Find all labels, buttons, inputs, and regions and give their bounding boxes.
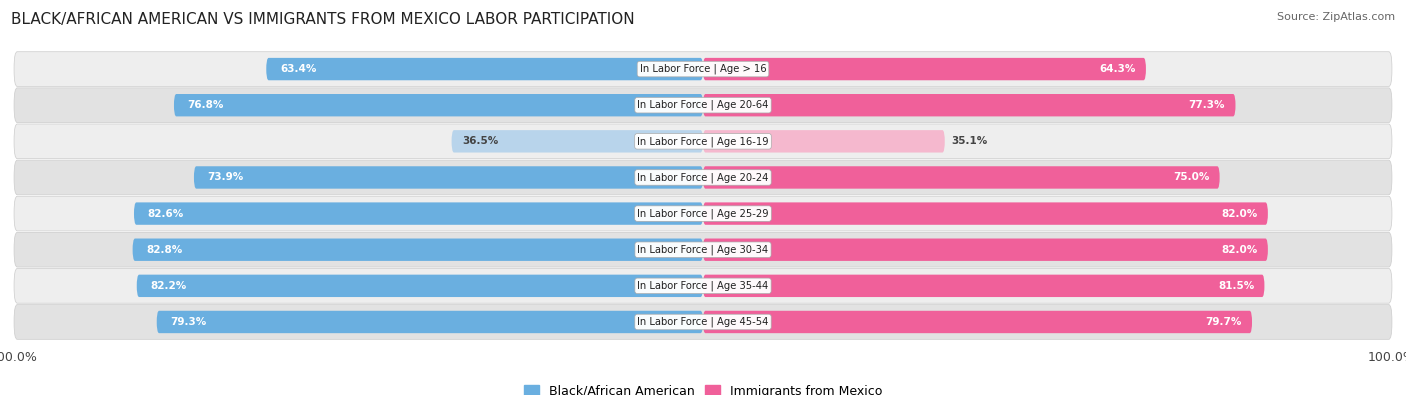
FancyBboxPatch shape <box>14 88 1392 122</box>
Text: In Labor Force | Age 25-29: In Labor Force | Age 25-29 <box>637 208 769 219</box>
Text: 81.5%: 81.5% <box>1218 281 1254 291</box>
Text: 35.1%: 35.1% <box>952 136 988 146</box>
FancyBboxPatch shape <box>194 166 703 189</box>
FancyBboxPatch shape <box>134 202 703 225</box>
FancyBboxPatch shape <box>14 52 1392 87</box>
FancyBboxPatch shape <box>14 269 1392 303</box>
Text: 36.5%: 36.5% <box>463 136 498 146</box>
FancyBboxPatch shape <box>132 239 703 261</box>
FancyBboxPatch shape <box>703 202 1268 225</box>
FancyBboxPatch shape <box>14 160 1392 195</box>
Text: 82.6%: 82.6% <box>148 209 184 218</box>
Text: 82.8%: 82.8% <box>146 245 183 255</box>
Text: 63.4%: 63.4% <box>280 64 316 74</box>
FancyBboxPatch shape <box>14 196 1392 231</box>
Text: 76.8%: 76.8% <box>187 100 224 110</box>
Text: In Labor Force | Age > 16: In Labor Force | Age > 16 <box>640 64 766 74</box>
Text: In Labor Force | Age 20-24: In Labor Force | Age 20-24 <box>637 172 769 183</box>
Text: 73.9%: 73.9% <box>208 173 243 182</box>
Text: In Labor Force | Age 45-54: In Labor Force | Age 45-54 <box>637 317 769 327</box>
Text: In Labor Force | Age 35-44: In Labor Force | Age 35-44 <box>637 280 769 291</box>
FancyBboxPatch shape <box>174 94 703 117</box>
FancyBboxPatch shape <box>703 275 1264 297</box>
Legend: Black/African American, Immigrants from Mexico: Black/African American, Immigrants from … <box>519 380 887 395</box>
FancyBboxPatch shape <box>14 232 1392 267</box>
Text: In Labor Force | Age 16-19: In Labor Force | Age 16-19 <box>637 136 769 147</box>
FancyBboxPatch shape <box>703 130 945 152</box>
Text: 82.2%: 82.2% <box>150 281 187 291</box>
FancyBboxPatch shape <box>703 311 1253 333</box>
Text: 79.7%: 79.7% <box>1205 317 1241 327</box>
FancyBboxPatch shape <box>136 275 703 297</box>
FancyBboxPatch shape <box>266 58 703 80</box>
Text: BLACK/AFRICAN AMERICAN VS IMMIGRANTS FROM MEXICO LABOR PARTICIPATION: BLACK/AFRICAN AMERICAN VS IMMIGRANTS FRO… <box>11 12 636 27</box>
Text: 75.0%: 75.0% <box>1173 173 1209 182</box>
Text: In Labor Force | Age 30-34: In Labor Force | Age 30-34 <box>637 245 769 255</box>
Text: 82.0%: 82.0% <box>1222 209 1257 218</box>
FancyBboxPatch shape <box>14 305 1392 339</box>
Text: In Labor Force | Age 20-64: In Labor Force | Age 20-64 <box>637 100 769 111</box>
FancyBboxPatch shape <box>14 124 1392 159</box>
FancyBboxPatch shape <box>156 311 703 333</box>
FancyBboxPatch shape <box>703 94 1236 117</box>
Text: 77.3%: 77.3% <box>1188 100 1225 110</box>
FancyBboxPatch shape <box>703 166 1220 189</box>
FancyBboxPatch shape <box>703 58 1146 80</box>
Text: Source: ZipAtlas.com: Source: ZipAtlas.com <box>1277 12 1395 22</box>
Text: 64.3%: 64.3% <box>1099 64 1136 74</box>
FancyBboxPatch shape <box>703 239 1268 261</box>
Text: 82.0%: 82.0% <box>1222 245 1257 255</box>
Text: 79.3%: 79.3% <box>170 317 207 327</box>
FancyBboxPatch shape <box>451 130 703 152</box>
